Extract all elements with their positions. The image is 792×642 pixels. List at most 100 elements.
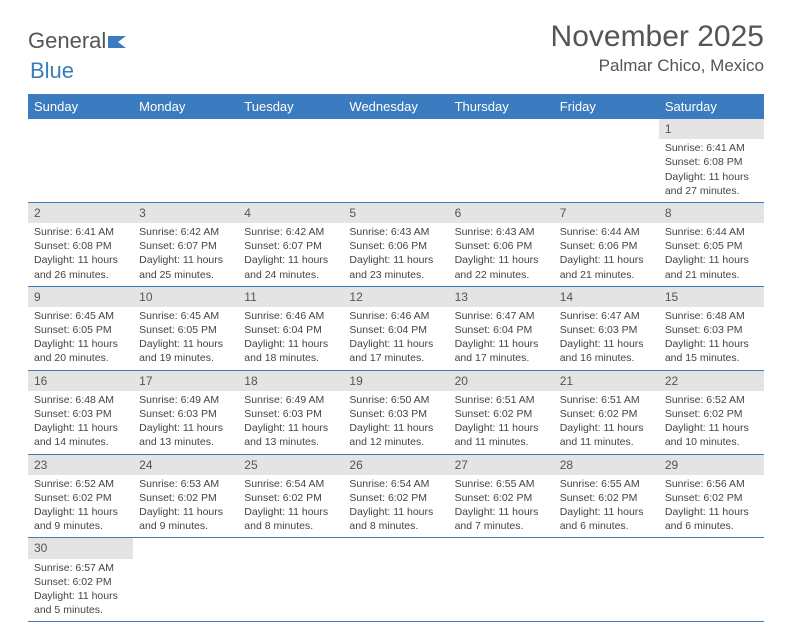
calendar-cell bbox=[238, 538, 343, 622]
sunset-line: Sunset: 6:02 PM bbox=[349, 491, 442, 505]
sunrise-line: Sunrise: 6:44 AM bbox=[665, 225, 758, 239]
daylight-line: Daylight: 11 hours and 27 minutes. bbox=[665, 170, 758, 198]
sunset-line: Sunset: 6:02 PM bbox=[665, 491, 758, 505]
day-number: 10 bbox=[133, 287, 238, 307]
sunset-line: Sunset: 6:04 PM bbox=[244, 323, 337, 337]
day-number: 13 bbox=[449, 287, 554, 307]
day-details: Sunrise: 6:50 AMSunset: 6:03 PMDaylight:… bbox=[343, 391, 448, 454]
sunrise-line: Sunrise: 6:42 AM bbox=[244, 225, 337, 239]
day-number: 11 bbox=[238, 287, 343, 307]
day-number: 8 bbox=[659, 203, 764, 223]
calendar-cell bbox=[343, 538, 448, 622]
sunrise-line: Sunrise: 6:55 AM bbox=[455, 477, 548, 491]
calendar-cell: 5Sunrise: 6:43 AMSunset: 6:06 PMDaylight… bbox=[343, 202, 448, 286]
day-details: Sunrise: 6:47 AMSunset: 6:03 PMDaylight:… bbox=[554, 307, 659, 370]
sunset-line: Sunset: 6:02 PM bbox=[665, 407, 758, 421]
sunset-line: Sunset: 6:03 PM bbox=[560, 323, 653, 337]
title-block: November 2025 Palmar Chico, Mexico bbox=[551, 20, 764, 76]
calendar-cell bbox=[28, 119, 133, 202]
daylight-line: Daylight: 11 hours and 12 minutes. bbox=[349, 421, 442, 449]
sunset-line: Sunset: 6:02 PM bbox=[34, 491, 127, 505]
sunset-line: Sunset: 6:06 PM bbox=[455, 239, 548, 253]
sunset-line: Sunset: 6:03 PM bbox=[139, 407, 232, 421]
day-number: 26 bbox=[343, 455, 448, 475]
calendar-cell: 12Sunrise: 6:46 AMSunset: 6:04 PMDayligh… bbox=[343, 286, 448, 370]
sunrise-line: Sunrise: 6:43 AM bbox=[349, 225, 442, 239]
day-number: 5 bbox=[343, 203, 448, 223]
daylight-line: Daylight: 11 hours and 6 minutes. bbox=[560, 505, 653, 533]
day-number: 7 bbox=[554, 203, 659, 223]
day-number: 24 bbox=[133, 455, 238, 475]
sunset-line: Sunset: 6:08 PM bbox=[665, 155, 758, 169]
daylight-line: Daylight: 11 hours and 17 minutes. bbox=[349, 337, 442, 365]
daylight-line: Daylight: 11 hours and 9 minutes. bbox=[139, 505, 232, 533]
day-number: 6 bbox=[449, 203, 554, 223]
sunset-line: Sunset: 6:02 PM bbox=[34, 575, 127, 589]
weekday-header: Tuesday bbox=[238, 94, 343, 119]
sunset-line: Sunset: 6:03 PM bbox=[244, 407, 337, 421]
day-number: 25 bbox=[238, 455, 343, 475]
day-details: Sunrise: 6:42 AMSunset: 6:07 PMDaylight:… bbox=[238, 223, 343, 286]
sunset-line: Sunset: 6:02 PM bbox=[560, 407, 653, 421]
weekday-header: Saturday bbox=[659, 94, 764, 119]
sunrise-line: Sunrise: 6:49 AM bbox=[139, 393, 232, 407]
weekday-header: Friday bbox=[554, 94, 659, 119]
calendar-cell: 9Sunrise: 6:45 AMSunset: 6:05 PMDaylight… bbox=[28, 286, 133, 370]
sunrise-line: Sunrise: 6:50 AM bbox=[349, 393, 442, 407]
sunset-line: Sunset: 6:02 PM bbox=[244, 491, 337, 505]
calendar-cell: 16Sunrise: 6:48 AMSunset: 6:03 PMDayligh… bbox=[28, 370, 133, 454]
sunrise-line: Sunrise: 6:53 AM bbox=[139, 477, 232, 491]
calendar-cell: 29Sunrise: 6:56 AMSunset: 6:02 PMDayligh… bbox=[659, 454, 764, 538]
calendar-cell bbox=[133, 538, 238, 622]
sunset-line: Sunset: 6:05 PM bbox=[665, 239, 758, 253]
daylight-line: Daylight: 11 hours and 26 minutes. bbox=[34, 253, 127, 281]
daylight-line: Daylight: 11 hours and 6 minutes. bbox=[665, 505, 758, 533]
calendar-cell: 1Sunrise: 6:41 AMSunset: 6:08 PMDaylight… bbox=[659, 119, 764, 202]
day-number: 16 bbox=[28, 371, 133, 391]
calendar-table: Sunday Monday Tuesday Wednesday Thursday… bbox=[28, 94, 764, 622]
daylight-line: Daylight: 11 hours and 16 minutes. bbox=[560, 337, 653, 365]
calendar-cell bbox=[554, 538, 659, 622]
sunrise-line: Sunrise: 6:48 AM bbox=[34, 393, 127, 407]
brand-logo: General bbox=[28, 28, 130, 54]
day-details: Sunrise: 6:46 AMSunset: 6:04 PMDaylight:… bbox=[238, 307, 343, 370]
calendar-cell: 3Sunrise: 6:42 AMSunset: 6:07 PMDaylight… bbox=[133, 202, 238, 286]
calendar-cell bbox=[659, 538, 764, 622]
day-details: Sunrise: 6:52 AMSunset: 6:02 PMDaylight:… bbox=[28, 475, 133, 538]
calendar-cell bbox=[554, 119, 659, 202]
sunrise-line: Sunrise: 6:46 AM bbox=[244, 309, 337, 323]
calendar-cell: 2Sunrise: 6:41 AMSunset: 6:08 PMDaylight… bbox=[28, 202, 133, 286]
daylight-line: Daylight: 11 hours and 13 minutes. bbox=[244, 421, 337, 449]
calendar-row: 1Sunrise: 6:41 AMSunset: 6:08 PMDaylight… bbox=[28, 119, 764, 202]
sunset-line: Sunset: 6:06 PM bbox=[560, 239, 653, 253]
day-details: Sunrise: 6:42 AMSunset: 6:07 PMDaylight:… bbox=[133, 223, 238, 286]
sunrise-line: Sunrise: 6:46 AM bbox=[349, 309, 442, 323]
calendar-row: 23Sunrise: 6:52 AMSunset: 6:02 PMDayligh… bbox=[28, 454, 764, 538]
sunset-line: Sunset: 6:07 PM bbox=[244, 239, 337, 253]
day-number: 19 bbox=[343, 371, 448, 391]
calendar-cell bbox=[449, 119, 554, 202]
daylight-line: Daylight: 11 hours and 22 minutes. bbox=[455, 253, 548, 281]
calendar-cell bbox=[133, 119, 238, 202]
calendar-cell: 18Sunrise: 6:49 AMSunset: 6:03 PMDayligh… bbox=[238, 370, 343, 454]
sunset-line: Sunset: 6:02 PM bbox=[455, 407, 548, 421]
daylight-line: Daylight: 11 hours and 21 minutes. bbox=[560, 253, 653, 281]
calendar-cell: 21Sunrise: 6:51 AMSunset: 6:02 PMDayligh… bbox=[554, 370, 659, 454]
day-number: 18 bbox=[238, 371, 343, 391]
calendar-cell bbox=[238, 119, 343, 202]
calendar-cell: 6Sunrise: 6:43 AMSunset: 6:06 PMDaylight… bbox=[449, 202, 554, 286]
day-number: 30 bbox=[28, 538, 133, 558]
calendar-row: 9Sunrise: 6:45 AMSunset: 6:05 PMDaylight… bbox=[28, 286, 764, 370]
sunrise-line: Sunrise: 6:52 AM bbox=[665, 393, 758, 407]
day-number: 9 bbox=[28, 287, 133, 307]
sunset-line: Sunset: 6:03 PM bbox=[349, 407, 442, 421]
calendar-cell: 26Sunrise: 6:54 AMSunset: 6:02 PMDayligh… bbox=[343, 454, 448, 538]
daylight-line: Daylight: 11 hours and 18 minutes. bbox=[244, 337, 337, 365]
sunrise-line: Sunrise: 6:56 AM bbox=[665, 477, 758, 491]
day-number: 14 bbox=[554, 287, 659, 307]
day-details: Sunrise: 6:48 AMSunset: 6:03 PMDaylight:… bbox=[28, 391, 133, 454]
day-details: Sunrise: 6:44 AMSunset: 6:06 PMDaylight:… bbox=[554, 223, 659, 286]
flag-icon bbox=[106, 28, 130, 54]
sunset-line: Sunset: 6:02 PM bbox=[455, 491, 548, 505]
day-details: Sunrise: 6:41 AMSunset: 6:08 PMDaylight:… bbox=[659, 139, 764, 202]
